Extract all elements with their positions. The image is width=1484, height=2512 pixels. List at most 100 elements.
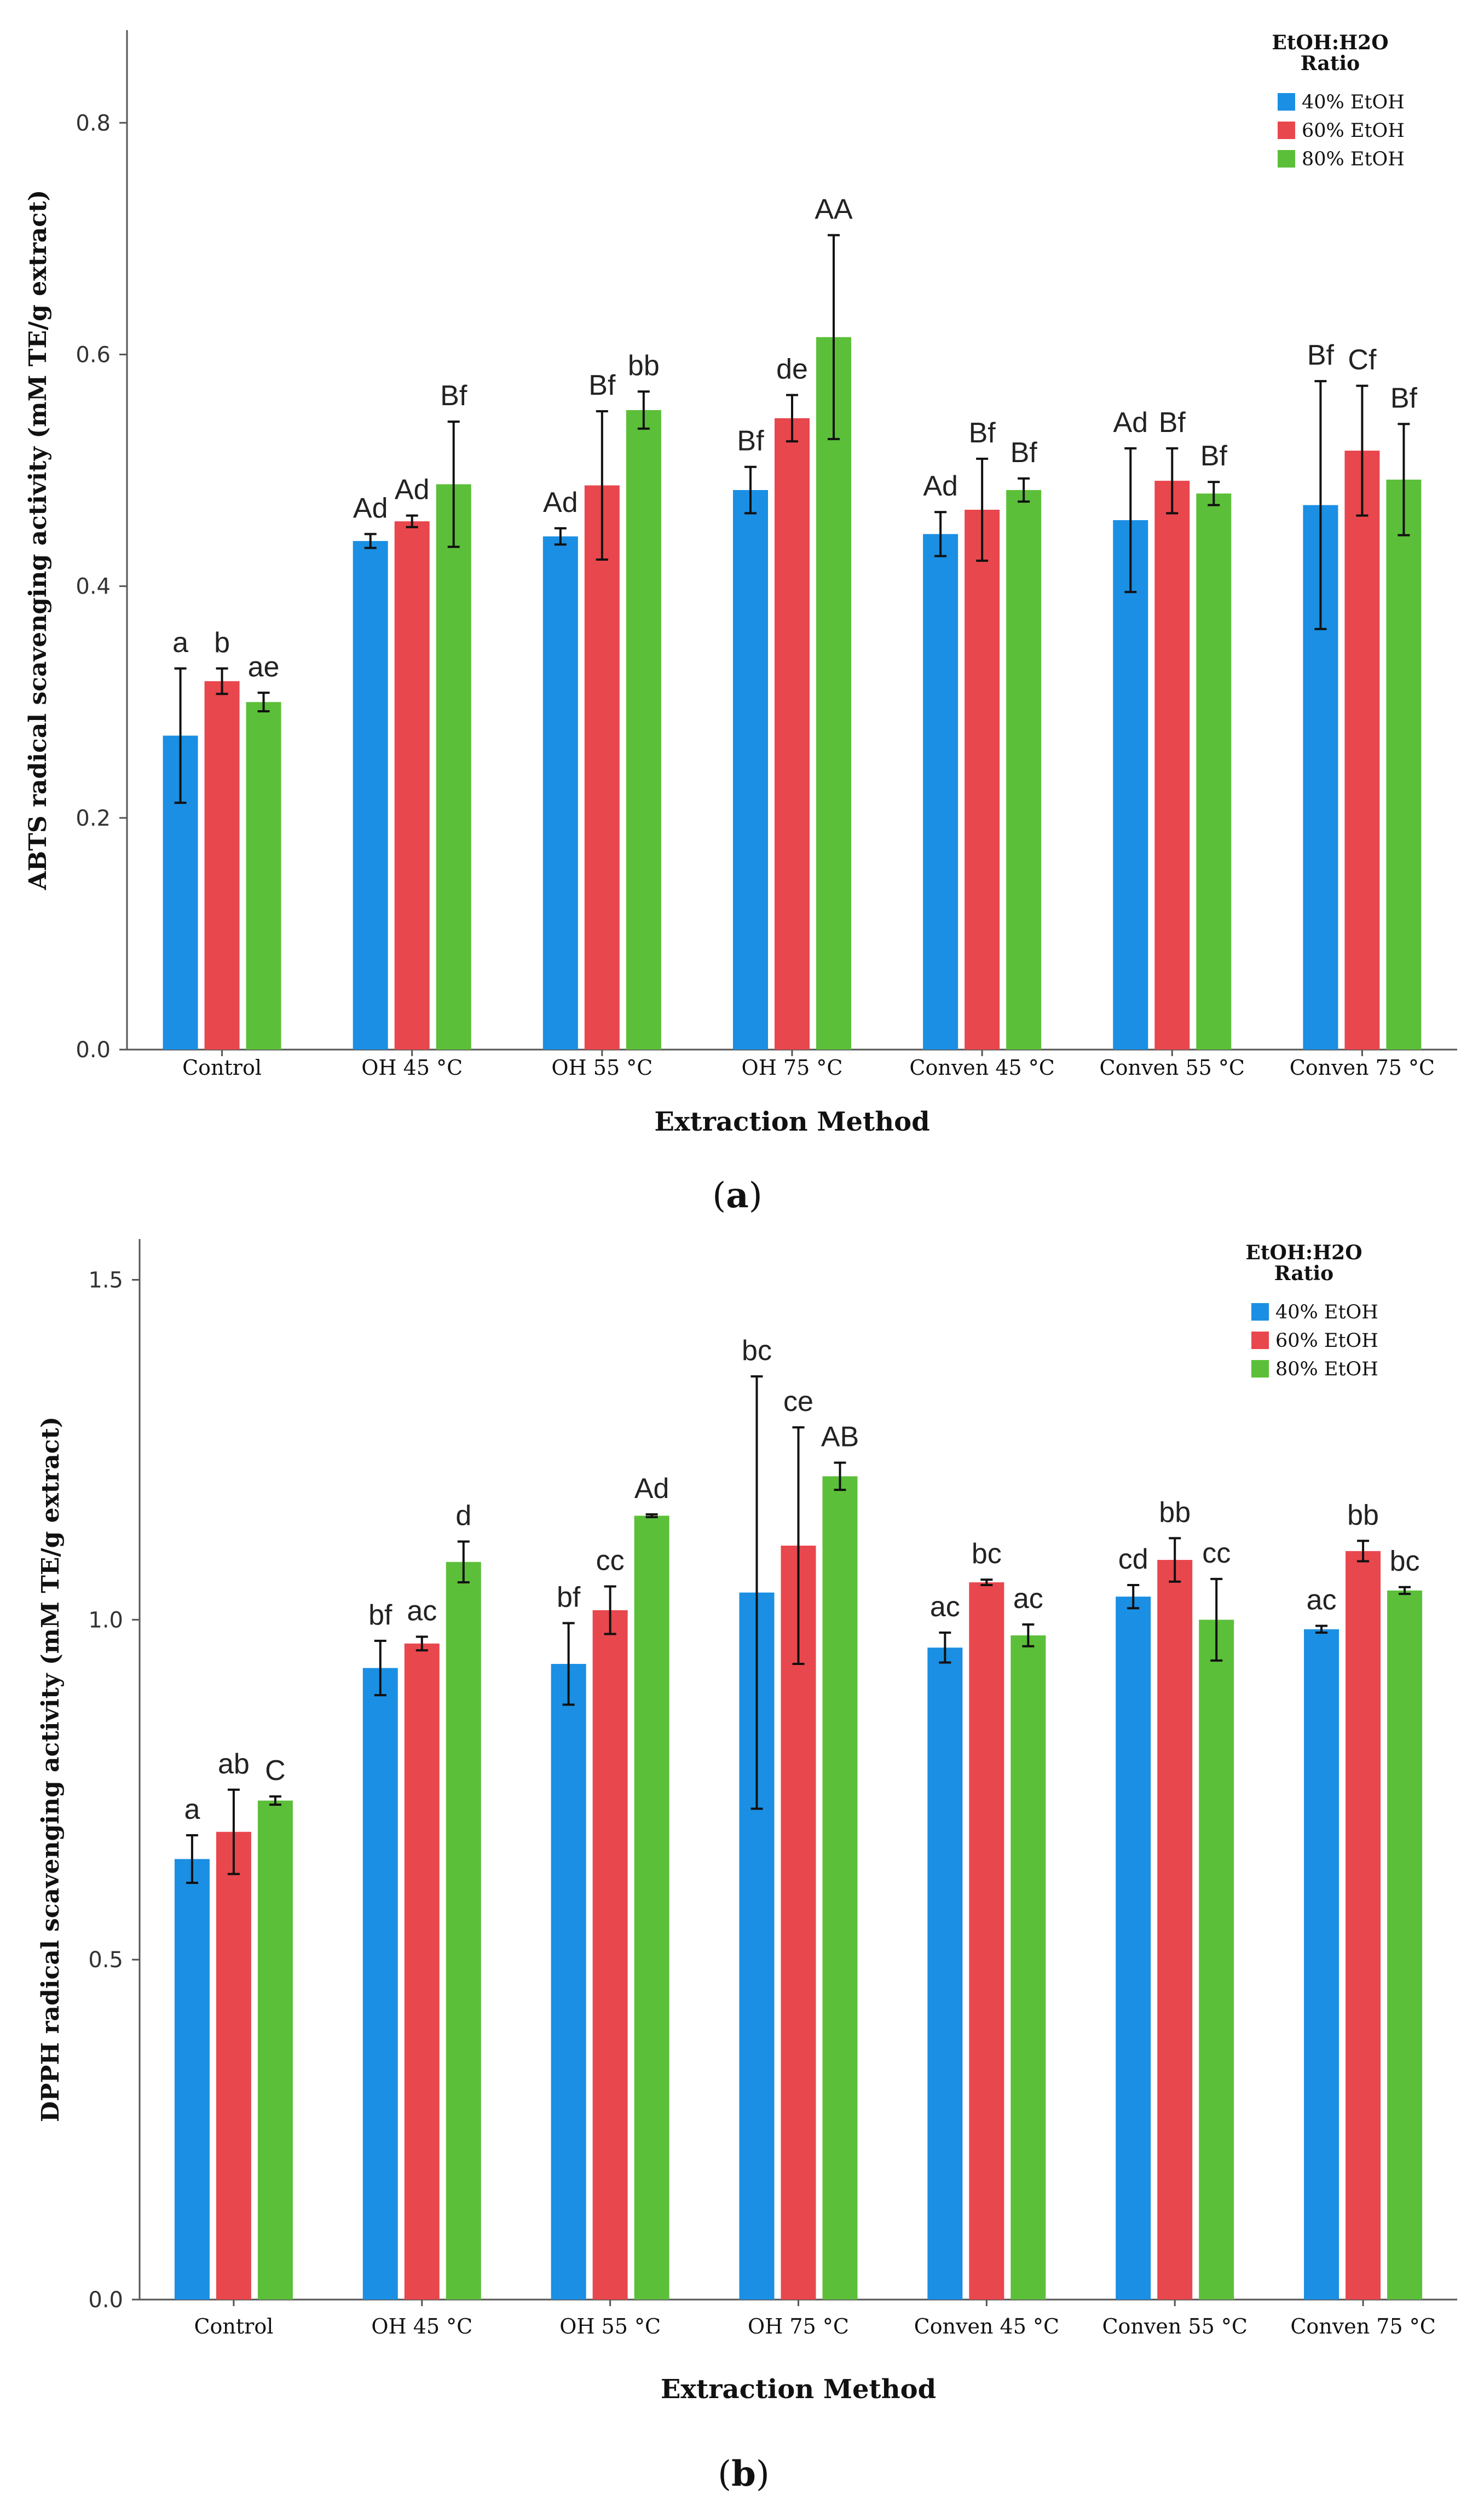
significance-label: ab bbox=[218, 1748, 250, 1780]
bar bbox=[1157, 1560, 1193, 2300]
panel-label: (b) bbox=[718, 2453, 770, 2494]
y-tick-label: 0.6 bbox=[76, 342, 111, 367]
legend-swatch bbox=[1278, 122, 1295, 139]
bar bbox=[781, 1545, 816, 2300]
error-bar bbox=[186, 1834, 198, 1884]
bar bbox=[775, 418, 810, 1050]
significance-label: Ad bbox=[923, 470, 958, 502]
y-tick-label: 0.2 bbox=[76, 806, 111, 831]
x-category-label: Conven 55 °C bbox=[1102, 2314, 1247, 2338]
error-bar bbox=[596, 410, 608, 561]
bar bbox=[1346, 1551, 1381, 2300]
legend-title-line1: EtOH:H2O bbox=[1245, 1241, 1362, 1264]
legend-label: 80% EtOH bbox=[1302, 148, 1405, 170]
significance-label: Ad bbox=[395, 474, 430, 506]
bar bbox=[822, 1476, 858, 2300]
x-category-label: Control bbox=[194, 2314, 273, 2338]
error-bar bbox=[1208, 481, 1220, 506]
significance-label: bf bbox=[368, 1599, 392, 1631]
error-bar bbox=[1356, 384, 1368, 517]
significance-label: d bbox=[455, 1500, 471, 1532]
error-bar bbox=[1314, 380, 1327, 630]
y-axis-title: ABTS radical scavenging activity (mM TE/… bbox=[24, 190, 52, 891]
bar bbox=[394, 521, 430, 1050]
error-bar bbox=[364, 533, 377, 549]
x-category-label: OH 75 °C bbox=[742, 1056, 843, 1080]
error-bar bbox=[1315, 1624, 1328, 1634]
legend-title-line2: Ratio bbox=[1274, 1262, 1333, 1285]
bar bbox=[1386, 479, 1422, 1050]
significance-label: ac bbox=[930, 1591, 960, 1623]
bar bbox=[246, 702, 281, 1050]
y-tick-label: 0.0 bbox=[76, 1038, 111, 1063]
significance-label: cd bbox=[1118, 1543, 1148, 1575]
bar bbox=[923, 534, 958, 1050]
error-bar bbox=[554, 527, 567, 546]
error-bar bbox=[1210, 1577, 1223, 1662]
bar bbox=[634, 1516, 669, 2300]
error-bar bbox=[1398, 423, 1410, 537]
bar bbox=[965, 509, 1000, 1050]
error-bar bbox=[792, 1426, 805, 1666]
y-tick-label: 0.4 bbox=[76, 574, 111, 600]
error-bar bbox=[934, 511, 947, 557]
x-axis-title: Extraction Method bbox=[654, 1107, 929, 1137]
error-bar bbox=[1022, 1623, 1035, 1647]
y-tick-label: 0.0 bbox=[88, 2288, 123, 2313]
bar bbox=[436, 484, 471, 1050]
significance-label: cc bbox=[1202, 1537, 1231, 1569]
significance-label: Bf bbox=[1010, 437, 1038, 469]
x-category-label: Conven 75 °C bbox=[1290, 1056, 1435, 1080]
significance-label: Bf bbox=[969, 417, 996, 449]
bar bbox=[204, 681, 240, 1050]
legend-label: 40% EtOH bbox=[1275, 1301, 1378, 1323]
legend-title-line2: Ratio bbox=[1301, 52, 1360, 75]
x-category-label: Conven 45 °C bbox=[909, 1056, 1054, 1080]
bar bbox=[584, 485, 620, 1050]
error-bar bbox=[415, 1635, 428, 1652]
error-bar bbox=[1166, 447, 1179, 515]
error-bar bbox=[637, 390, 650, 430]
legend-swatch bbox=[1251, 1303, 1269, 1321]
error-bar bbox=[257, 692, 270, 713]
significance-label: AA bbox=[815, 194, 853, 226]
y-axis-title: DPPH radical scavenging activity (mM TE/… bbox=[37, 1416, 65, 2122]
bar bbox=[1344, 451, 1380, 1050]
significance-label: Bf bbox=[1159, 407, 1186, 439]
bar bbox=[592, 1610, 628, 2300]
error-bar bbox=[1399, 1586, 1411, 1595]
significance-label: a bbox=[184, 1794, 200, 1825]
significance-label: Bf bbox=[1390, 382, 1418, 414]
y-tick-label: 0.8 bbox=[76, 111, 111, 136]
significance-label: cc bbox=[596, 1545, 625, 1576]
legend-title-line1: EtOH:H2O bbox=[1272, 31, 1388, 54]
significance-label: AB bbox=[821, 1421, 859, 1453]
y-tick-label: 1.5 bbox=[88, 1268, 123, 1293]
significance-label: Ad bbox=[1113, 407, 1148, 439]
significance-label: Bf bbox=[1307, 339, 1335, 371]
significance-label: Ad bbox=[353, 492, 388, 524]
error-bar bbox=[645, 1513, 658, 1518]
bar bbox=[1116, 1597, 1151, 2300]
bar bbox=[927, 1647, 963, 2300]
error-bar bbox=[744, 465, 757, 515]
bar bbox=[1196, 493, 1232, 1050]
bar bbox=[1113, 520, 1148, 1050]
significance-label: Cf bbox=[1348, 344, 1377, 376]
significance-label: bb bbox=[1159, 1496, 1191, 1528]
x-category-label: OH 55 °C bbox=[551, 1056, 653, 1080]
significance-label: Bf bbox=[588, 370, 616, 401]
legend-swatch bbox=[1251, 1360, 1269, 1378]
legend-label: 40% EtOH bbox=[1302, 91, 1405, 113]
significance-label: Bf bbox=[440, 380, 467, 412]
significance-label: bc bbox=[742, 1335, 772, 1367]
chart-panel-a: 0.0 0.2 0.4 0.6 0.8 ABTS radical scavenging a… bbox=[24, 30, 1457, 1216]
error-bar bbox=[457, 1540, 470, 1584]
y-tick-label: 1.0 bbox=[88, 1608, 123, 1633]
bar bbox=[1387, 1590, 1423, 2300]
significance-label: Ad bbox=[543, 487, 578, 518]
error-bar bbox=[980, 1578, 993, 1587]
